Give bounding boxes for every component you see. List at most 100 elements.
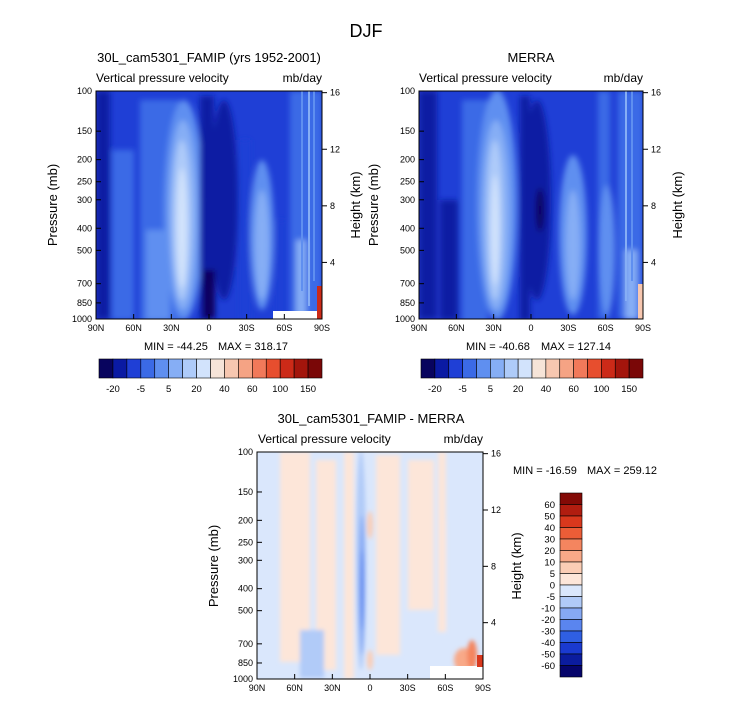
colorbar-tick-label: -20	[106, 384, 120, 395]
colorbar-tick-label: 150	[300, 384, 316, 395]
y-tick-label: 850	[238, 658, 253, 668]
y2-tick-label: 8	[491, 561, 496, 571]
y2-tick-label: 8	[651, 201, 656, 211]
colorbar-box	[559, 573, 583, 586]
y-tick-label: 400	[400, 223, 415, 233]
y2-axis-label: Height (km)	[509, 532, 524, 599]
min-value-label: MIN = -40.68	[466, 341, 530, 353]
colorbar-box	[126, 358, 142, 379]
colorbar-box	[559, 665, 583, 678]
colorbar-tick-label: -60	[541, 661, 555, 672]
colorbar-tick-label: -40	[541, 638, 555, 649]
colorbar-tick-label: -5	[458, 384, 466, 395]
colorbar-tick-label: 60	[247, 384, 258, 395]
colorbar-box	[559, 538, 583, 551]
colorbar-box	[559, 596, 583, 609]
x-tick-label: 30S	[560, 323, 576, 333]
colorbar-tick-label: 40	[541, 384, 552, 395]
colorbar-box	[587, 358, 602, 379]
y-tick-label: 1000	[72, 314, 92, 324]
panel-obs: MERRA Vertical pressure velocity mb/day	[366, 50, 685, 395]
y-tick-label: 250	[238, 537, 253, 547]
colorbar-box	[98, 358, 114, 379]
y-tick-label: 700	[77, 279, 92, 289]
panel-difference: 30L_cam5301_FAMIP - MERRA Vertical press…	[206, 411, 657, 693]
colorbar-box	[559, 358, 574, 379]
x-tick-label: 90N	[411, 323, 428, 333]
colorbar-tick-label: -5	[137, 384, 145, 395]
x-tick-label: 60S	[598, 323, 614, 333]
y2-tick-label: 16	[330, 88, 340, 98]
heatmap-field	[257, 452, 483, 679]
colorbar-box	[476, 358, 491, 379]
colorbar-box	[559, 504, 583, 517]
y-tick-label: 300	[400, 195, 415, 205]
x-tick-label: 90S	[314, 323, 330, 333]
x-tick-label: 0	[528, 323, 533, 333]
panel-model: 30L_cam5301_FAMIP (yrs 1952-2001) Vertic…	[45, 50, 363, 395]
colorbar-box	[182, 358, 197, 379]
figure-title: DJF	[350, 21, 383, 41]
colorbar-tick-label: 20	[544, 546, 555, 557]
y-tick-label: 200	[400, 155, 415, 165]
colorbar-box	[307, 358, 323, 379]
right-label: mb/day	[283, 71, 322, 85]
colorbar-box	[252, 358, 267, 379]
colorbar-tick-label: 10	[544, 558, 555, 569]
y-tick-label: 100	[77, 86, 92, 96]
y-tick-label: 500	[77, 245, 92, 255]
colorbar-box	[140, 358, 156, 379]
left-label: Vertical pressure velocity	[96, 71, 229, 85]
y-tick-label: 250	[77, 177, 92, 187]
max-value-label: MAX = 259.12	[587, 465, 657, 477]
colorbar-tick-label: 150	[621, 384, 637, 395]
x-tick-label: 60N	[448, 323, 465, 333]
colorbar-tick-label: 100	[593, 384, 609, 395]
colorbar-tick-label: 20	[191, 384, 202, 395]
y-tick-label: 1000	[395, 314, 415, 324]
y-tick-label: 300	[238, 555, 253, 565]
x-tick-label: 60S	[276, 323, 292, 333]
left-label: Vertical pressure velocity	[419, 71, 552, 85]
colorbar-box	[559, 630, 583, 643]
colorbar-box	[168, 358, 183, 379]
colorbar-tick-label: -20	[541, 615, 555, 626]
colorbar-tick-label: 60	[544, 500, 555, 511]
x-tick-label: 90N	[88, 323, 105, 333]
colorbar-box	[112, 358, 128, 379]
colorbar-tick-label: 40	[219, 384, 230, 395]
colorbar-box	[154, 358, 169, 379]
y-tick-label: 300	[77, 195, 92, 205]
y-tick-label: 200	[238, 515, 253, 525]
max-value-label: MAX = 127.14	[541, 341, 611, 353]
colorbar-box	[559, 561, 583, 574]
y-tick-label: 150	[238, 487, 253, 497]
y-tick-label: 150	[77, 126, 92, 136]
colorbar-box	[545, 358, 561, 379]
y-tick-label: 250	[400, 177, 415, 187]
y-tick-label: 100	[400, 86, 415, 96]
y-tick-label: 200	[77, 155, 92, 165]
colorbar-box	[614, 358, 630, 379]
y2-tick-label: 12	[491, 505, 501, 515]
y2-tick-label: 16	[491, 449, 501, 459]
colorbar-box	[601, 358, 616, 379]
y2-tick-label: 12	[651, 144, 661, 154]
colorbar-tick-label: 5	[550, 569, 555, 580]
y-axis-label: Pressure (mb)	[366, 164, 381, 246]
panel-title: 30L_cam5301_FAMIP - MERRA	[278, 411, 465, 426]
colorbar-tick-label: 5	[488, 384, 493, 395]
y-tick-label: 500	[238, 606, 253, 616]
x-tick-label: 0	[367, 683, 372, 693]
colorbar-box	[559, 584, 583, 597]
colorbar-box	[559, 653, 583, 666]
colorbar-box	[210, 358, 225, 379]
min-value-label: MIN = -16.59	[513, 465, 577, 477]
colorbar-tick-label: 40	[544, 523, 555, 534]
min-value-label: MIN = -44.25	[144, 341, 208, 353]
x-tick-label: 30N	[324, 683, 341, 693]
right-label: mb/day	[604, 71, 643, 85]
panel-title: 30L_cam5301_FAMIP (yrs 1952-2001)	[97, 50, 321, 65]
heatmap-field	[419, 91, 643, 319]
x-tick-label: 90N	[249, 683, 266, 693]
